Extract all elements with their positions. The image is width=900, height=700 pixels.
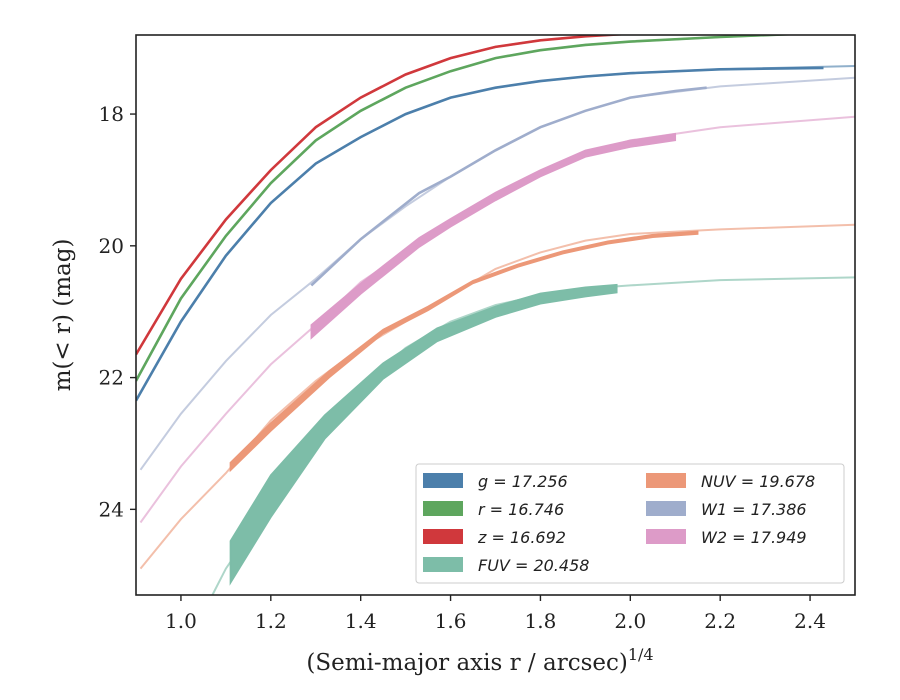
- x-tick-label: 1.0: [165, 609, 197, 633]
- legend-label: NUV = 19.678: [701, 472, 815, 491]
- x-axis-title: (Semi-major axis r / arcsec)1/4: [306, 645, 653, 676]
- legend-swatch: [646, 473, 686, 488]
- y-tick-label: 24: [99, 497, 124, 521]
- series-1-data-curve: [136, 35, 802, 382]
- series-4-data-band: [229, 230, 699, 473]
- series-0-data-curve: [136, 66, 824, 402]
- y-tick-label: 18: [99, 102, 124, 126]
- legend-swatch: [423, 557, 463, 572]
- x-tick-label: 2.0: [614, 609, 646, 633]
- series-6-data-band: [310, 132, 677, 340]
- legend-swatch: [646, 529, 686, 544]
- y-tick-label: 20: [99, 234, 124, 258]
- x-tick-label: 1.2: [255, 609, 287, 633]
- x-axis-title-exponent: 1/4: [628, 645, 654, 664]
- legend-label: W1 = 17.386: [701, 500, 807, 519]
- series-3-data-band: [229, 283, 618, 586]
- y-axis-title: m(< r) (mag): [50, 239, 76, 392]
- series-5-data-curve: [310, 86, 707, 287]
- x-tick-label: 1.4: [345, 609, 377, 633]
- x-tick-label: 1.6: [435, 609, 467, 633]
- x-tick-label: 2.4: [794, 609, 826, 633]
- x-tick-label: 1.8: [525, 609, 557, 633]
- legend-swatch: [423, 501, 463, 516]
- series-2-data-curve: [136, 35, 631, 356]
- legend-label: z = 16.692: [477, 528, 566, 547]
- legend-label: r = 16.746: [478, 500, 564, 519]
- legend-label: FUV = 20.458: [478, 556, 589, 575]
- legend-swatch: [646, 501, 686, 516]
- plot-frame: [135, 34, 856, 596]
- legend-label: g = 17.256: [478, 472, 568, 491]
- legend-label: W2 = 17.949: [701, 528, 807, 547]
- x-tick-label: 2.2: [704, 609, 736, 633]
- x-axis-title-prefix: (Semi-major axis r / arcsec): [306, 650, 627, 676]
- legend-box: [415, 463, 845, 584]
- legend: g = 17.256 NUV = 19.678 r = 16.746 W1 = 17.…: [415, 463, 845, 584]
- legend-swatch: [423, 529, 463, 544]
- legend-swatch: [423, 473, 463, 488]
- series-6-model-curve: [139, 115, 855, 524]
- y-tick-label: 22: [99, 366, 124, 390]
